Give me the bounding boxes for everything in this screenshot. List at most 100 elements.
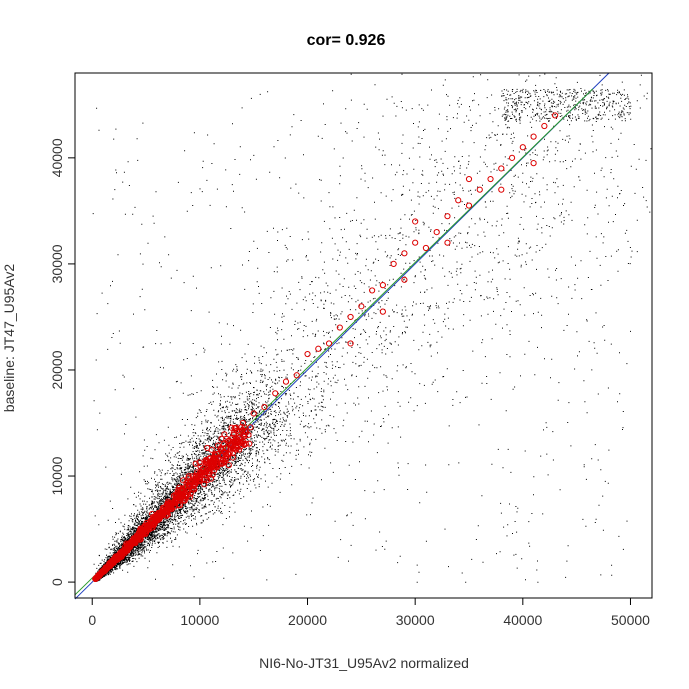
highlight-point xyxy=(135,533,142,541)
highlight-point xyxy=(272,390,279,397)
highlight-point xyxy=(229,454,236,461)
highlight-point xyxy=(209,471,216,478)
highlight-point xyxy=(412,218,419,225)
y-axis-label: baseline: JT47_U95Av2 xyxy=(1,264,17,413)
highlight-point xyxy=(541,122,548,130)
highlight-point xyxy=(293,372,300,379)
highlight-point xyxy=(207,475,215,482)
highlight-point xyxy=(181,497,188,504)
highlight-point xyxy=(237,443,244,450)
highlight-point xyxy=(185,486,193,493)
highlight-point xyxy=(196,459,203,466)
highlight-point xyxy=(203,469,210,476)
highlight-point xyxy=(282,378,290,385)
highlight-point xyxy=(455,197,462,204)
highlight-point xyxy=(154,515,161,523)
highlight-layer xyxy=(92,112,559,583)
x-axis-label: NI6-No-JT31_U95Av2 normalized xyxy=(259,655,469,671)
highlight-point xyxy=(197,463,204,470)
x-tick-label: 40000 xyxy=(503,612,542,628)
highlight-point xyxy=(141,529,148,536)
highlight-point xyxy=(142,525,150,532)
highlight-point xyxy=(315,345,322,352)
y-tick-label: 20000 xyxy=(49,350,65,389)
y-tick-label: 10000 xyxy=(49,456,65,495)
highlight-point xyxy=(223,435,230,443)
highlight-point xyxy=(165,501,172,508)
highlight-point xyxy=(390,260,397,268)
highlight-point xyxy=(95,572,102,579)
y-tick-label: 40000 xyxy=(49,138,65,177)
highlight-point xyxy=(222,455,230,462)
y-axis: 0 10000 20000 30000 40000 xyxy=(49,138,75,586)
highlight-point xyxy=(325,340,333,347)
x-tick-label: 10000 xyxy=(180,612,219,628)
highlight-point xyxy=(97,570,104,578)
highlight-point xyxy=(237,436,244,443)
highlight-point xyxy=(161,509,168,516)
x-tick-label: 0 xyxy=(88,612,96,628)
highlight-point xyxy=(220,441,227,448)
highlight-point xyxy=(369,287,376,294)
highlight-point xyxy=(444,213,451,220)
highlight-point xyxy=(120,549,128,556)
y-tick-label: 0 xyxy=(49,578,65,586)
highlight-point xyxy=(176,502,184,509)
highlight-point xyxy=(232,439,239,446)
x-tick-label: 20000 xyxy=(288,612,327,628)
highlight-point xyxy=(106,562,113,569)
highlight-point xyxy=(185,478,192,485)
highlight-point xyxy=(96,571,103,578)
highlight-point xyxy=(204,444,211,452)
highlight-point xyxy=(223,451,230,458)
highlight-point xyxy=(229,449,237,457)
highlight-point xyxy=(173,496,180,503)
highlight-point xyxy=(113,555,121,562)
highlight-point xyxy=(210,454,217,461)
highlight-point xyxy=(109,559,116,566)
x-tick-label: 50000 xyxy=(611,612,650,628)
highlight-point xyxy=(250,410,257,417)
highlight-point xyxy=(233,444,241,452)
highlight-point xyxy=(444,239,451,246)
highlight-point xyxy=(304,350,311,358)
highlight-point xyxy=(379,282,386,289)
highlight-point xyxy=(150,521,157,528)
highlight-point xyxy=(185,475,192,482)
highlight-point xyxy=(476,186,483,193)
highlight-point xyxy=(192,476,199,483)
highlight-point xyxy=(498,165,505,172)
highlight-point xyxy=(498,186,505,193)
highlight-point xyxy=(401,276,408,283)
highlight-point xyxy=(214,442,221,449)
highlight-point xyxy=(101,566,108,573)
highlight-point xyxy=(433,228,440,236)
highlight-point xyxy=(508,154,516,161)
highlight-point xyxy=(208,458,215,465)
highlight-point xyxy=(192,479,200,486)
highlight-point xyxy=(336,324,343,331)
highlight-point xyxy=(195,478,203,485)
plot-border xyxy=(74,72,653,599)
highlight-point xyxy=(401,250,408,257)
highlight-point xyxy=(138,526,145,533)
highlight-point xyxy=(139,529,146,536)
highlight-point xyxy=(465,202,473,209)
highlight-point xyxy=(261,403,268,411)
highlight-point xyxy=(167,499,174,506)
highlight-point xyxy=(530,133,537,140)
highlight-point xyxy=(225,462,232,469)
highlight-point xyxy=(232,425,239,432)
highlight-point xyxy=(161,504,168,511)
y-tick-label: 30000 xyxy=(49,244,65,283)
highlight-point xyxy=(130,538,137,545)
highlight-point xyxy=(379,308,386,315)
highlight-point xyxy=(201,481,208,488)
highlight-point xyxy=(519,144,526,151)
highlight-point xyxy=(552,112,559,119)
highlight-point xyxy=(232,446,240,453)
highlight-point xyxy=(187,490,194,497)
highlight-point xyxy=(465,175,473,183)
highlight-point xyxy=(236,429,243,436)
